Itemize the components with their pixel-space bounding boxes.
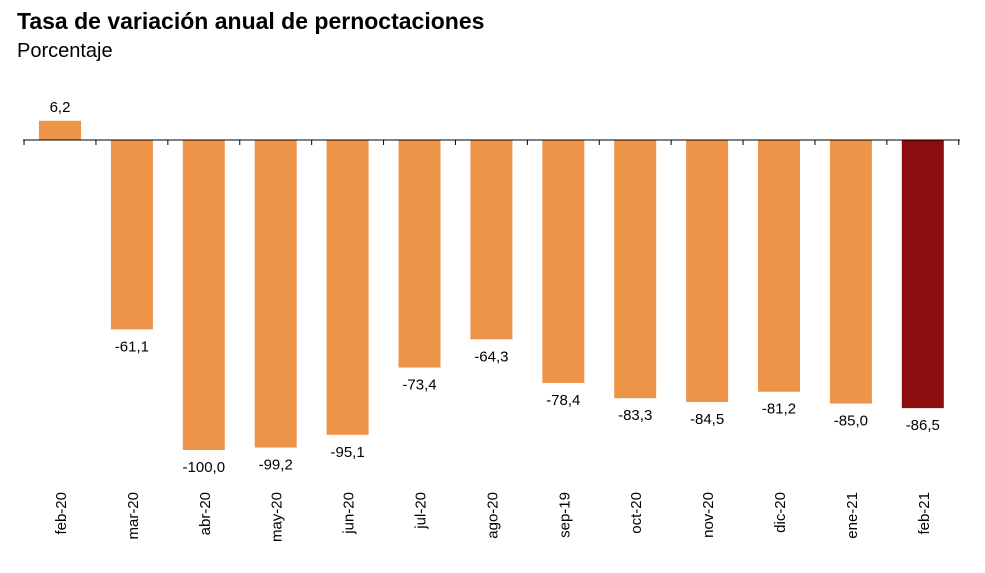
data-label: -64,3: [474, 348, 508, 365]
data-label: -84,5: [690, 411, 724, 428]
bar: [398, 140, 441, 368]
x-tick-label: may-20: [269, 492, 286, 542]
chart-title: Tasa de variación anual de pernoctacione…: [17, 8, 485, 34]
data-label: -85,0: [834, 413, 868, 430]
data-label: -86,5: [906, 417, 940, 434]
data-label: -73,4: [402, 377, 436, 394]
bar: [110, 140, 153, 330]
bar: [470, 140, 513, 340]
data-label: -78,4: [546, 392, 580, 409]
bar: [326, 140, 369, 435]
bar: [686, 140, 729, 402]
x-tick-label: mar-20: [125, 492, 142, 540]
data-label: -100,0: [183, 459, 226, 476]
bar: [182, 140, 225, 450]
bar: [758, 140, 800, 392]
x-tick-label: sep-19: [556, 492, 573, 538]
bar: [829, 140, 872, 404]
x-tick-label: nov-20: [700, 492, 717, 538]
data-label: -99,2: [259, 457, 293, 474]
bar: [614, 140, 657, 399]
x-tick-label: feb-21: [916, 492, 933, 535]
x-tick-label: jun-20: [341, 492, 358, 535]
x-tick-label: oct-20: [628, 492, 645, 534]
x-tick-label: feb-20: [53, 492, 70, 535]
x-tick-label: abr-20: [197, 492, 214, 535]
x-tick-label: ene-21: [844, 492, 861, 539]
data-label: -81,2: [762, 401, 796, 418]
data-label: -61,1: [115, 338, 149, 355]
bar: [901, 140, 944, 409]
bar: [542, 140, 585, 384]
bar: [254, 140, 297, 448]
x-tick-label: dic-20: [772, 492, 789, 533]
bar: [39, 120, 81, 140]
data-label: 6,2: [50, 99, 71, 116]
data-label: -95,1: [330, 444, 364, 461]
chart-subtitle: Porcentaje: [17, 40, 113, 62]
data-label: -83,3: [618, 407, 652, 424]
x-tick-label: jul-20: [413, 492, 430, 530]
x-tick-label: ago-20: [484, 492, 501, 539]
